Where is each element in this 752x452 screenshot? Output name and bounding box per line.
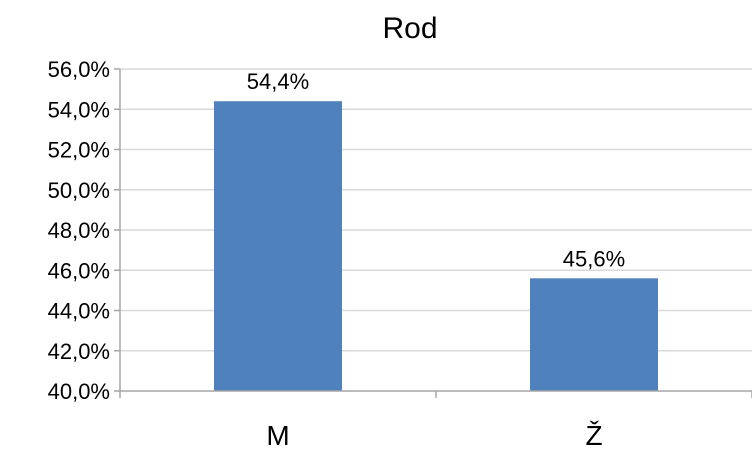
category-label-1: Ž [585,420,602,451]
data-label-1: 45,6% [563,246,625,271]
y-tick-label-5: 50,0% [48,178,110,203]
bars [214,101,658,391]
category-label-0: M [266,420,289,451]
axes [119,69,752,398]
y-tick-label-1: 42,0% [48,339,110,364]
bar-1 [530,278,658,391]
y-tick-label-8: 56,0% [48,57,110,82]
y-tick-label-6: 52,0% [48,138,110,163]
y-tick-label-0: 40,0% [48,379,110,404]
y-tick-label-4: 48,0% [48,218,110,243]
y-axis-ticks: 40,0% 42,0% 44,0% 46,0% 48,0% 50,0% 52,0% 54,0%… [48,57,120,404]
data-labels: 54,4% 45,6% [247,69,625,271]
bar-0 [214,101,342,391]
y-tick-label-7: 54,0% [48,97,110,122]
data-label-0: 54,4% [247,69,309,94]
y-tick-label-3: 46,0% [48,258,110,283]
chart-title: Rod [382,12,437,45]
y-tick-label-2: 44,0% [48,299,110,324]
